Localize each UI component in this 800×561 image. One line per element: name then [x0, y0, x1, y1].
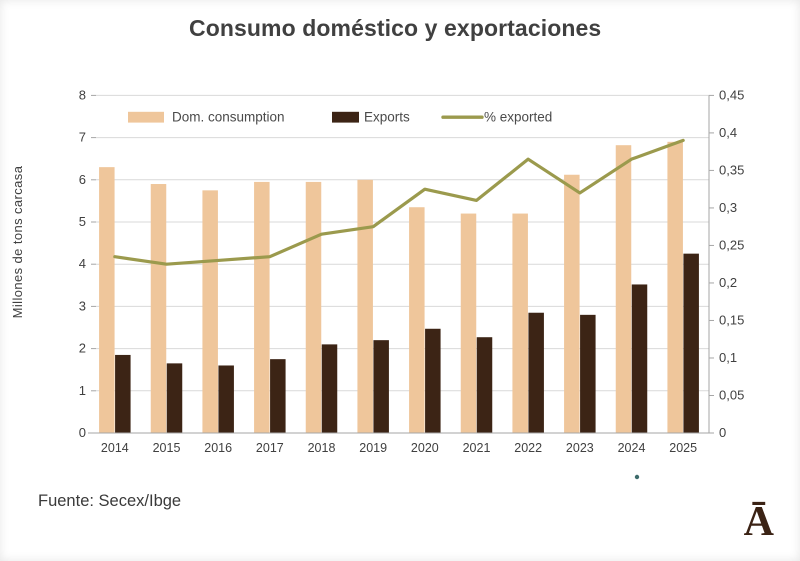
- svg-text:2015: 2015: [153, 441, 181, 455]
- svg-text:Dom. consumption: Dom. consumption: [172, 110, 285, 125]
- svg-text:0: 0: [79, 425, 86, 440]
- svg-text:7: 7: [79, 130, 86, 145]
- svg-text:0,15: 0,15: [719, 312, 744, 327]
- svg-text:0,05: 0,05: [719, 387, 744, 402]
- svg-text:% exported: % exported: [484, 110, 552, 125]
- svg-text:2017: 2017: [256, 441, 284, 455]
- svg-text:2: 2: [79, 341, 86, 356]
- svg-text:2016: 2016: [204, 441, 232, 455]
- svg-text:2019: 2019: [359, 441, 387, 455]
- svg-text:2024: 2024: [618, 441, 646, 455]
- svg-text:Exports: Exports: [364, 110, 410, 125]
- svg-text:5: 5: [79, 214, 86, 229]
- svg-text:0,45: 0,45: [719, 87, 744, 102]
- svg-text:0: 0: [719, 425, 726, 440]
- svg-text:2025: 2025: [669, 441, 697, 455]
- svg-text:0,3: 0,3: [719, 200, 737, 215]
- svg-text:2021: 2021: [463, 441, 491, 455]
- svg-text:4: 4: [79, 256, 86, 271]
- svg-text:0,2: 0,2: [719, 275, 737, 290]
- svg-text:0,25: 0,25: [719, 237, 744, 252]
- svg-text:8: 8: [79, 87, 86, 102]
- svg-text:0,35: 0,35: [719, 162, 744, 177]
- svg-text:0,4: 0,4: [719, 125, 737, 140]
- svg-text:2023: 2023: [566, 441, 594, 455]
- svg-text:0,1: 0,1: [719, 350, 737, 365]
- svg-text:3: 3: [79, 298, 86, 313]
- svg-text:2014: 2014: [101, 441, 129, 455]
- svg-text:6: 6: [79, 172, 86, 187]
- svg-text:2020: 2020: [411, 441, 439, 455]
- svg-text:2018: 2018: [308, 441, 336, 455]
- svg-text:2022: 2022: [514, 441, 542, 455]
- svg-text:1: 1: [79, 383, 86, 398]
